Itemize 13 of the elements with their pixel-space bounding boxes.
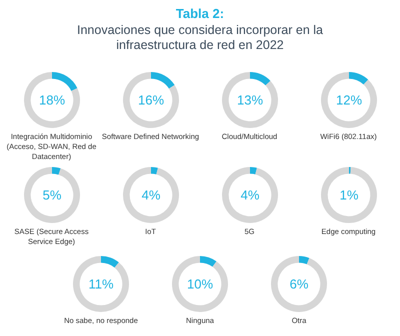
text: 6% [290,276,309,292]
text: 10% [186,276,214,292]
text: 1% [339,188,358,203]
text: 13% [236,92,263,108]
text: Tabla 2: [174,6,226,21]
text: 4% [240,188,260,203]
text: 18% [38,92,65,108]
text: 16% [137,92,164,108]
text: 11% [88,276,114,292]
text: Innovaciones que considera incorporar en la infraestructura de red en 2022 [76,23,324,53]
text: 5% [42,188,62,203]
text: 12% [335,92,362,108]
text: 4% [141,188,160,203]
